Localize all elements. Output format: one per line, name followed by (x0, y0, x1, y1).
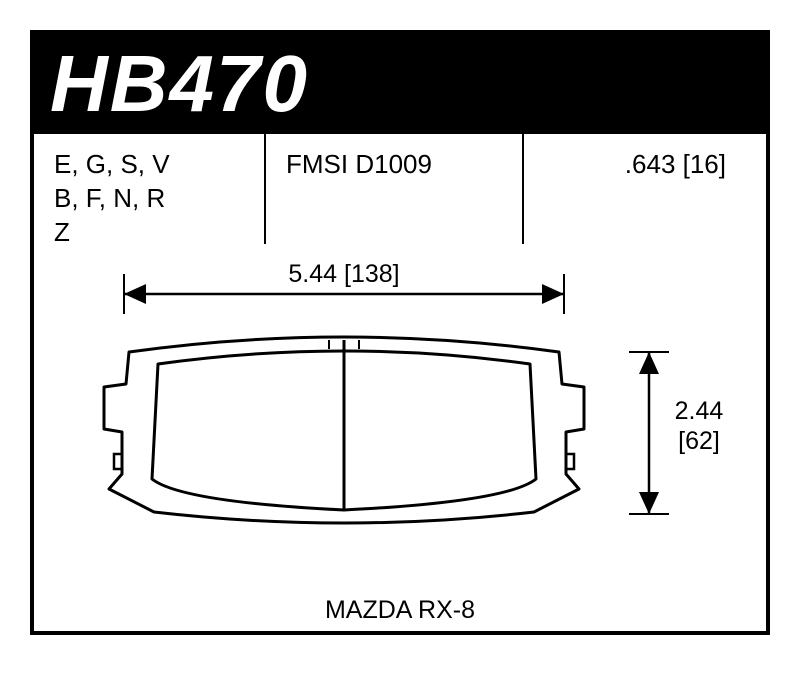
spec-col-variants: E, G, S, V B, F, N, R Z (34, 134, 264, 244)
brake-pad-diagram: 5.44 [138] 2.44 [62] (34, 244, 770, 599)
variants-line-1: E, G, S, V (54, 148, 244, 182)
height-label-1: 2.44 (675, 397, 724, 425)
diagram-area: 5.44 [138] 2.44 [62] (34, 244, 766, 604)
height-dimension: 2.44 [62] (629, 352, 723, 514)
title-bar: HB470 (34, 34, 766, 134)
thickness-value: .643 [16] (544, 148, 726, 182)
part-number-title: HB470 (50, 38, 309, 130)
variants-line-2: B, F, N, R (54, 182, 244, 216)
fmsi-code: FMSI D1009 (286, 148, 502, 182)
spec-col-thickness: .643 [16] (524, 134, 766, 244)
spec-sheet-frame: HB470 E, G, S, V B, F, N, R Z FMSI D1009… (30, 30, 770, 635)
width-label: 5.44 [138] (288, 260, 399, 288)
width-dimension: 5.44 [138] (124, 260, 564, 314)
vehicle-label: MAZDA RX-8 (34, 596, 766, 625)
brake-pad-shape (104, 337, 584, 523)
height-label-2: [62] (678, 427, 720, 455)
spec-col-fmsi: FMSI D1009 (264, 134, 524, 244)
spec-row: E, G, S, V B, F, N, R Z FMSI D1009 .643 … (34, 134, 766, 244)
